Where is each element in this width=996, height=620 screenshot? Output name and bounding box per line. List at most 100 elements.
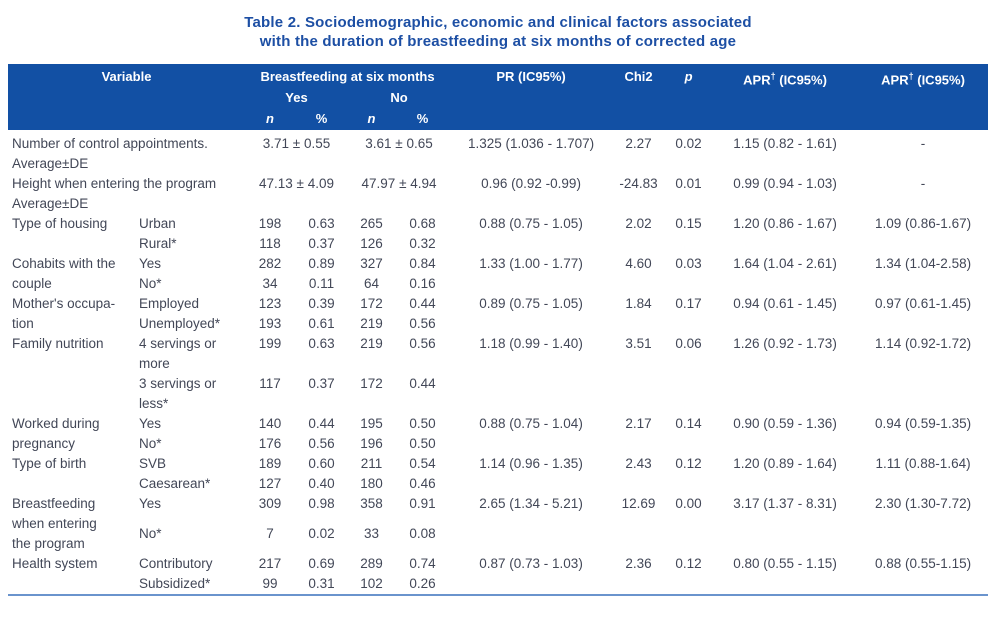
cell-yes-n: 140	[258, 416, 282, 431]
cell-chi2: 2.36	[625, 556, 652, 571]
cell-no-pct: 0.54	[409, 456, 436, 471]
cell-chi2: 2.27	[625, 136, 652, 151]
cell-apr1: 0.94 (0.61 - 1.45)	[733, 296, 837, 311]
header-chi2: Chi2	[612, 64, 666, 130]
table-row: Family nutrition 4 servings or more 199 0.6…	[8, 334, 988, 374]
cell-apr2: 1.34 (1.04-2.58)	[875, 256, 972, 271]
header-pr: PR (IC95%)	[450, 64, 613, 130]
cell-yes-n: 7	[266, 526, 274, 541]
cell-yes-pct: 0.61	[308, 316, 335, 331]
cell-apr2: -	[920, 176, 926, 191]
cell-pr: 0.88 (0.75 - 1.05)	[479, 216, 583, 231]
cell-p: 0.14	[675, 416, 702, 431]
table-row: Breastfeeding when entering the program Y…	[8, 494, 988, 551]
header-yes: Yes	[245, 87, 348, 108]
cell-apr1: 0.80 (0.55 - 1.15)	[733, 556, 837, 571]
cell-apr1: 0.90 (0.59 - 1.36)	[733, 416, 837, 431]
cell-apr1: 3.17 (1.37 - 8.31)	[733, 496, 837, 511]
table-row: Subsidized* 99 0.31 102 0.26	[8, 574, 988, 595]
cell-category: Caesarean*	[139, 476, 211, 491]
table-row: No* 7 0.02 33 0.08	[8, 524, 988, 554]
cell-apr2: 2.30 (1.30-7.72)	[875, 496, 972, 511]
cell-variable-label: Family nutrition	[12, 336, 104, 351]
table-row: Worked during pregnancy Yes 140 0.44 195 0.50…	[8, 414, 988, 451]
cell-variable-label: Type of housing	[12, 216, 108, 231]
table-row: 3 servings or less* 117 0.37 172 0.44	[8, 374, 988, 414]
header-breastfeeding-group: Breastfeeding at six months	[245, 64, 451, 87]
cell-category: Yes	[139, 496, 162, 511]
cell-yes-n: 123	[258, 296, 282, 311]
table-title-line1: Table 2. Sociodemographic, economic and …	[244, 14, 752, 31]
cell-chi2: -24.83	[619, 176, 658, 191]
cell-no-n: 172	[360, 296, 383, 311]
table-body: Number of control appointments. 3.71 ± 0.…	[8, 130, 988, 595]
cell-category: No*	[139, 276, 162, 291]
cell-variable-label: Breastfeeding when entering the program	[12, 496, 97, 551]
cell-yes-pct: 0.89	[308, 256, 335, 271]
cell-no-n: 211	[360, 456, 383, 471]
cell-no-n: 219	[360, 316, 383, 331]
cell-p: 0.17	[675, 296, 702, 311]
cell-no-n: 219	[360, 336, 383, 351]
cell-chi2: 12.69	[621, 496, 656, 511]
cell-no-n: 327	[360, 256, 383, 271]
cell-apr2: -	[920, 136, 926, 151]
cell-apr1: 1.26 (0.92 - 1.73)	[733, 336, 837, 351]
cell-chi2: 4.60	[625, 256, 652, 271]
cell-no-pct: 0.74	[409, 556, 436, 571]
cell-apr2: 0.94 (0.59-1.35)	[875, 416, 972, 431]
cell-apr2: 0.97 (0.61-1.45)	[875, 296, 972, 311]
header-no: No	[348, 87, 451, 108]
header-apr1: APR† (IC95%)	[712, 64, 859, 130]
cell-no-pct: 0.68	[409, 216, 436, 231]
table-row: Type of birth SVB 189 0.60 211 0.54 1.14 (0.96…	[8, 454, 988, 474]
cell-yes-n: 176	[258, 436, 282, 451]
cell-no-pct: 0.56	[409, 316, 436, 331]
table-row: Cohabits with the couple Yes 282 0.89 327 0.8…	[8, 254, 988, 291]
cell-yes-n: 99	[262, 576, 278, 591]
table-row: No* 34 0.11 64 0.16	[8, 274, 988, 294]
header-yes-pct: %	[295, 108, 348, 130]
results-table: Variable Breastfeeding at six months PR …	[8, 64, 989, 596]
cell-yes-pct: 0.63	[308, 216, 335, 231]
cell-apr2: 1.11 (0.88-1.64)	[875, 456, 971, 471]
cell-no-n: 126	[360, 236, 383, 251]
cell-yes-pct: 0.63	[308, 336, 335, 351]
cell-yes-pct: 0.44	[308, 416, 335, 431]
cell-variable-label: Type of birth	[12, 456, 87, 471]
cell-p: 0.12	[675, 556, 702, 571]
cell-yes-pct: 0.02	[308, 526, 335, 541]
cell-variable-label-line2: Average±DE	[12, 156, 89, 171]
cell-yes-value: 3.71 ± 0.55	[262, 136, 331, 151]
header-no-pct: %	[395, 108, 451, 130]
cell-no-pct: 0.32	[409, 236, 436, 251]
cell-pr: 1.14 (0.96 - 1.35)	[479, 456, 583, 471]
cell-no-pct: 0.44	[409, 296, 436, 311]
cell-variable-label: Mother's occupa- tion	[12, 296, 116, 331]
table-row: Health system Contributory 217 0.69 289 0.74 0…	[8, 554, 988, 574]
cell-p: 0.03	[675, 256, 702, 271]
cell-pr: 0.89 (0.75 - 1.05)	[479, 296, 583, 311]
table-header: Variable Breastfeeding at six months PR …	[8, 64, 989, 130]
header-yes-n: n	[245, 108, 295, 130]
cell-no-pct: 0.50	[409, 436, 436, 451]
cell-category: Rural*	[139, 236, 177, 251]
cell-pr: 0.88 (0.75 - 1.04)	[479, 416, 583, 431]
table-row: Number of control appointments. 3.71 ± 0.…	[8, 130, 988, 154]
cell-yes-pct: 0.11	[308, 276, 335, 291]
header-variable: Variable	[8, 64, 245, 130]
cell-no-pct: 0.08	[409, 526, 436, 541]
cell-no-value: 47.97 ± 4.94	[361, 176, 437, 191]
table-row: Average±DE	[8, 194, 988, 214]
cell-apr1: 1.20 (0.89 - 1.64)	[733, 456, 837, 471]
cell-apr1: 0.99 (0.94 - 1.03)	[733, 176, 837, 191]
header-no-n: n	[348, 108, 395, 130]
cell-p: 0.02	[675, 136, 702, 151]
cell-variable-label: Height when entering the program	[12, 176, 217, 191]
cell-pr: 1.33 (1.00 - 1.77)	[479, 256, 583, 271]
cell-yes-n: 117	[259, 376, 281, 391]
cell-no-n: 172	[360, 376, 383, 391]
cell-yes-value: 47.13 ± 4.09	[259, 176, 334, 191]
cell-yes-n: 193	[258, 316, 282, 331]
cell-no-n: 33	[363, 526, 380, 541]
